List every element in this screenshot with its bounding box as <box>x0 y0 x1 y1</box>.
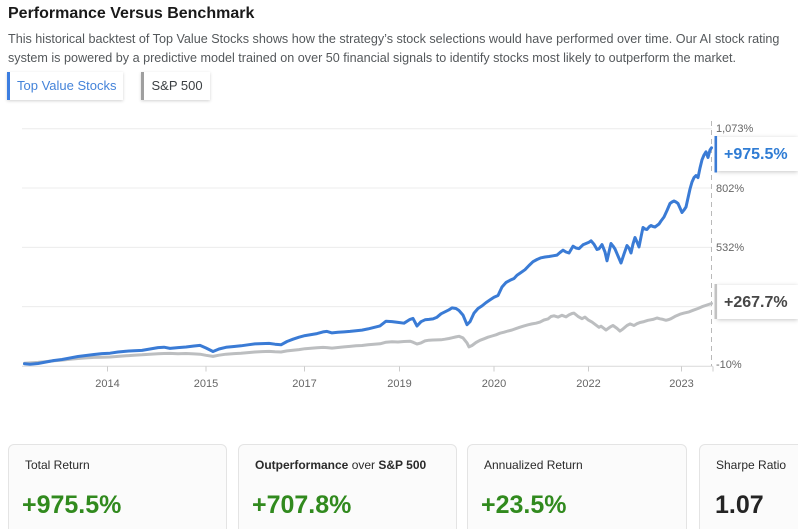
svg-text:2023: 2023 <box>669 378 693 390</box>
svg-text:2020: 2020 <box>482 378 506 390</box>
svg-text:+975.5%: +975.5% <box>724 146 788 163</box>
svg-text:802%: 802% <box>716 183 744 195</box>
svg-text:1,073%: 1,073% <box>716 123 754 135</box>
svg-text:2015: 2015 <box>194 378 218 390</box>
svg-text:532%: 532% <box>716 242 744 254</box>
svg-text:2022: 2022 <box>576 378 600 390</box>
svg-text:2019: 2019 <box>387 378 411 390</box>
svg-text:2014: 2014 <box>95 378 119 390</box>
svg-text:+267.7%: +267.7% <box>724 294 788 311</box>
svg-text:-10%: -10% <box>716 359 742 371</box>
svg-text:2017: 2017 <box>292 378 316 390</box>
